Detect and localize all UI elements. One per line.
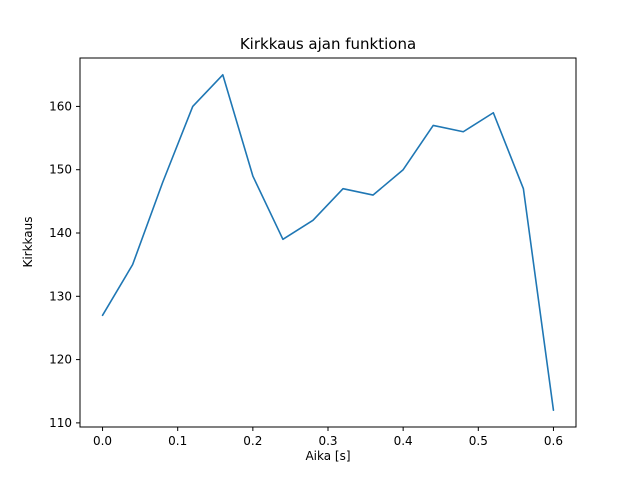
- y-axis-label: Kirkkaus: [21, 216, 35, 268]
- x-tick-label: 0.1: [168, 434, 187, 448]
- y-tick-label: 150: [49, 163, 72, 177]
- x-tick-label: 0.4: [394, 434, 413, 448]
- chart-title: Kirkkaus ajan funktiona: [239, 35, 417, 53]
- axes-spines: [79, 57, 577, 428]
- x-tick-label: 0.5: [469, 434, 488, 448]
- x-axis-label: Aika [s]: [305, 449, 351, 463]
- y-tick-label: 110: [49, 416, 72, 430]
- x-tick-label: 0.3: [318, 434, 337, 448]
- y-tick-label: 160: [49, 99, 72, 113]
- x-tick-label: 0.2: [243, 434, 262, 448]
- y-tick-label: 130: [49, 289, 72, 303]
- y-tick-label: 120: [49, 353, 72, 367]
- data-line-series: [101, 73, 555, 412]
- y-tick-label: 140: [49, 226, 72, 240]
- x-tick-label: 0.0: [93, 434, 112, 448]
- x-tick-label: 0.6: [544, 434, 563, 448]
